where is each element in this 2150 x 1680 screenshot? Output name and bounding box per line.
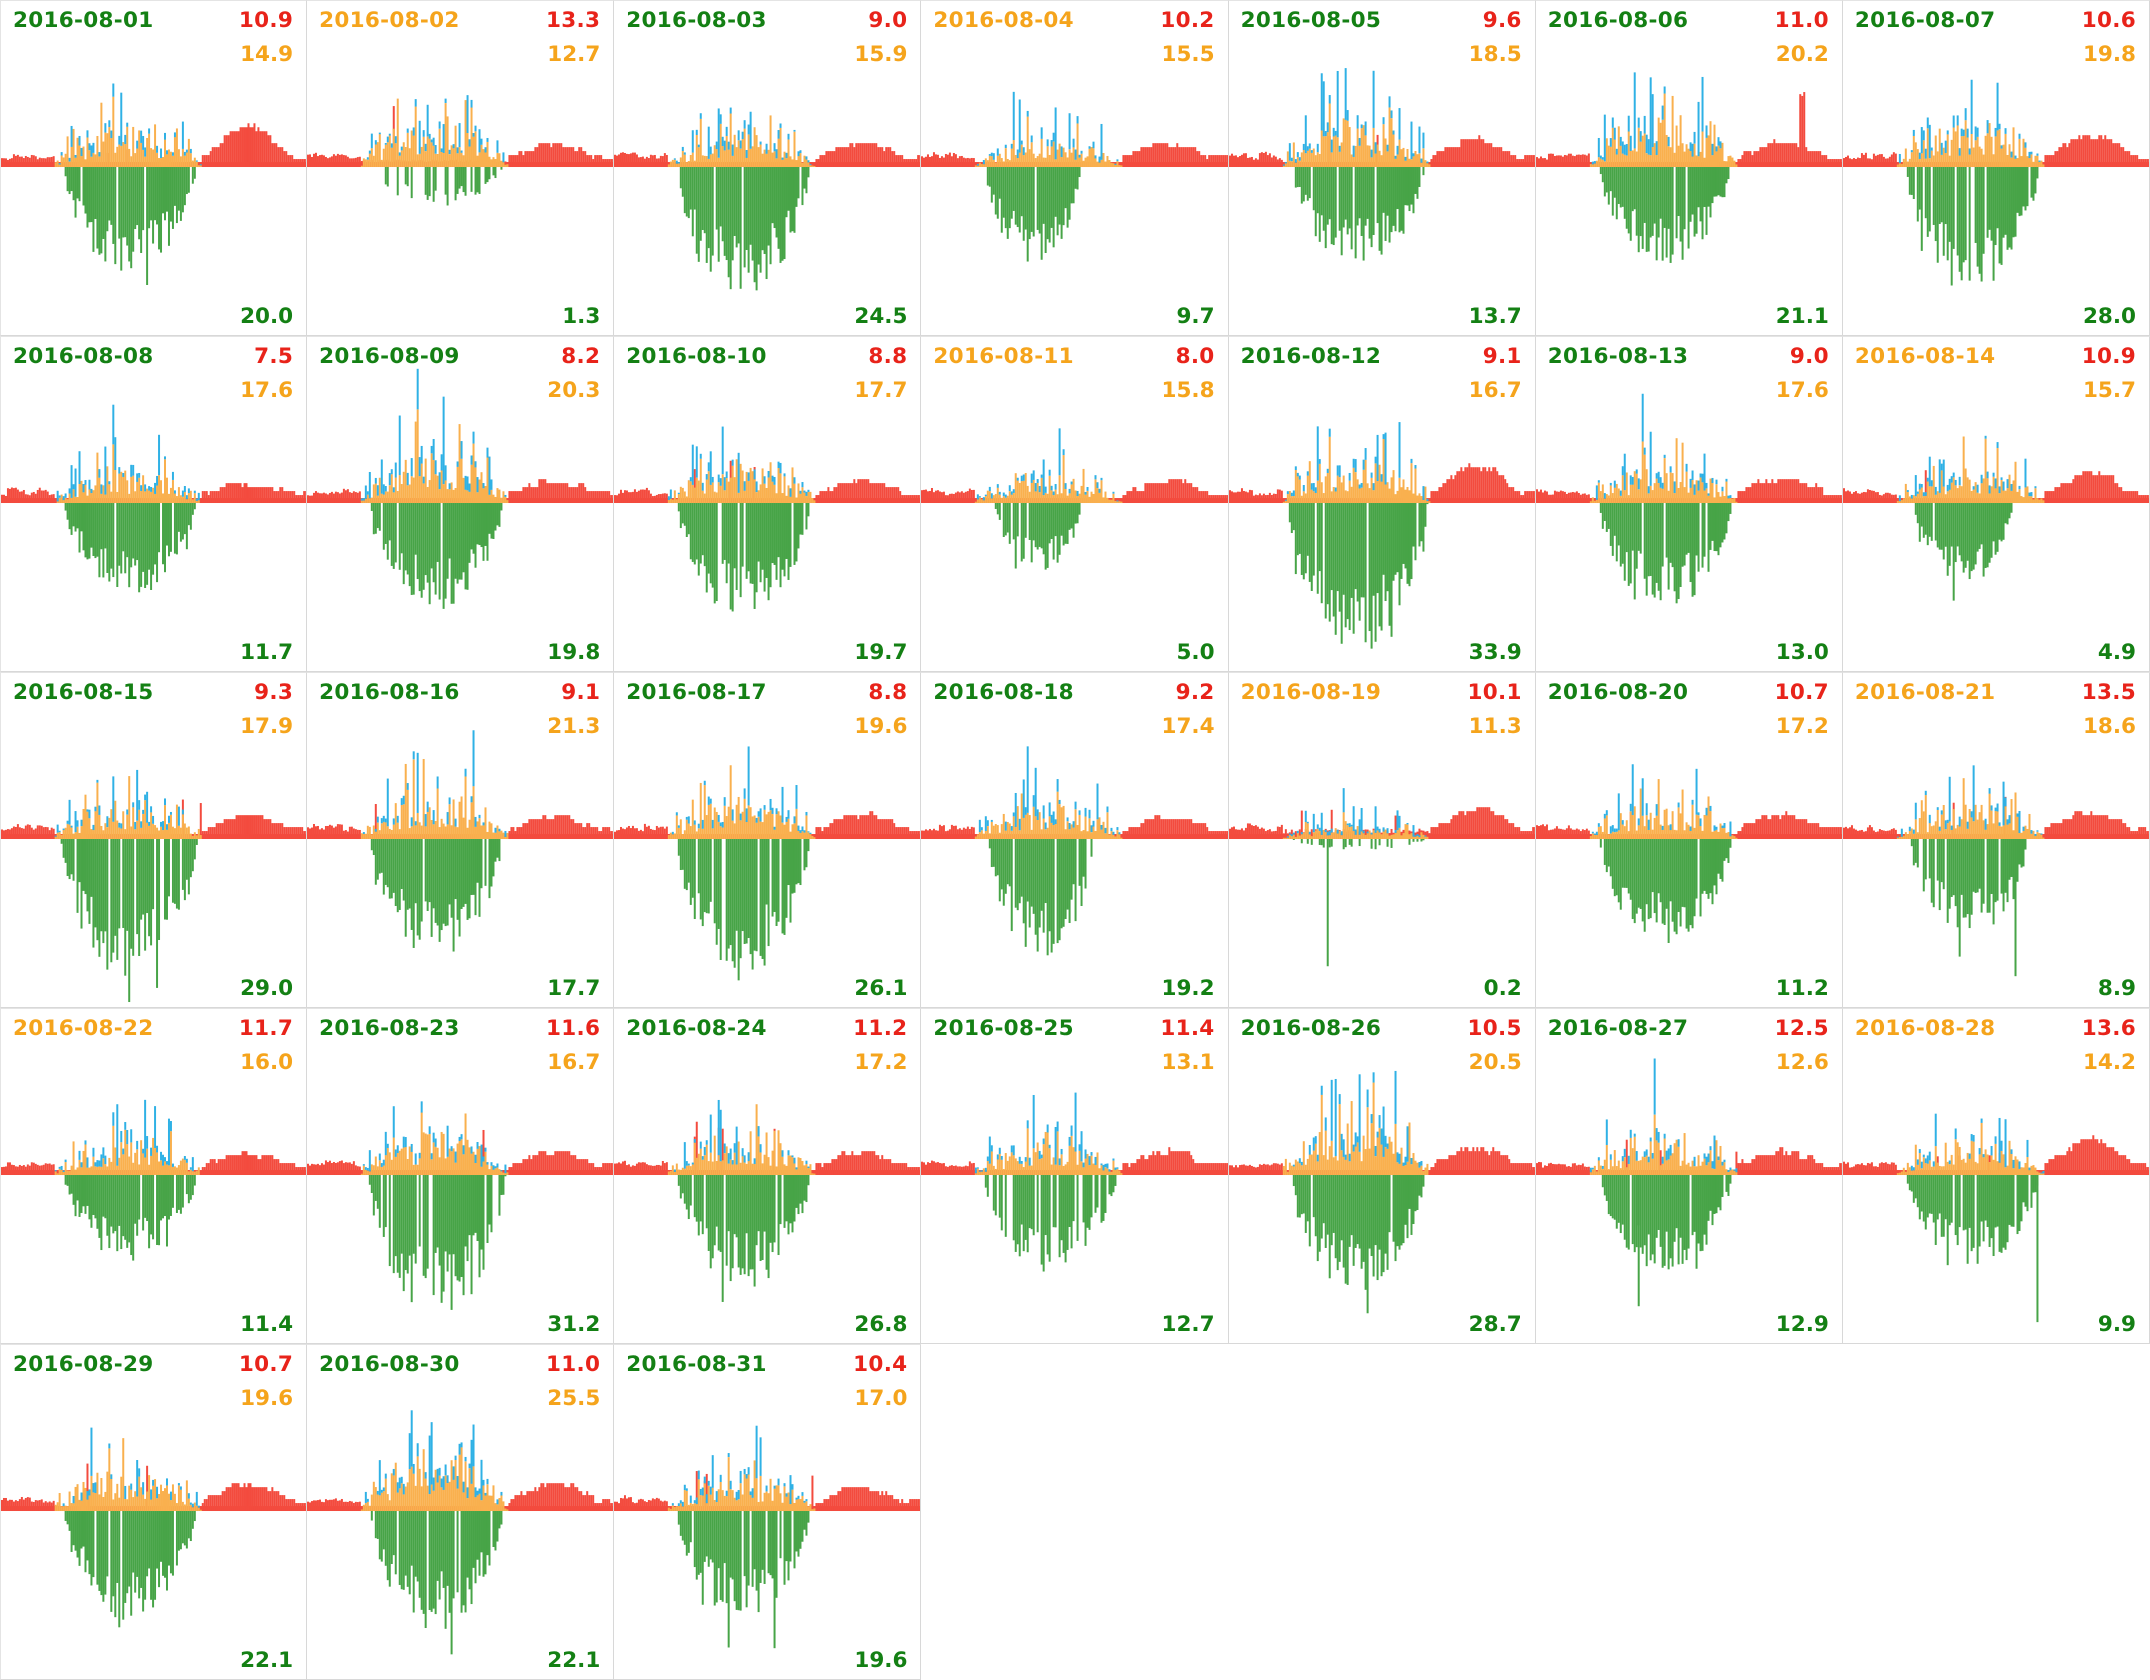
day-cell: 2016-08-01 10.9 14.9 20.0 — [0, 0, 308, 336]
day-intraday-chart — [1842, 79, 2149, 286]
day-cell: 2016-08-04 10.2 15.5 9.7 — [921, 0, 1229, 336]
day-cell: 2016-08-06 11.0 20.2 21.1 — [1535, 0, 1843, 336]
day-intraday-chart — [1228, 422, 1535, 649]
day-intraday-chart — [614, 1099, 921, 1302]
day-intraday-chart — [1228, 788, 1535, 967]
day-cell: 2016-08-05 9.6 18.5 13.7 — [1228, 0, 1536, 336]
day-cell: 2016-08-28 13.6 14.2 9.9 — [1842, 1008, 2150, 1344]
day-cell: 2016-08-13 9.0 17.6 13.0 — [1535, 336, 1843, 672]
day-cell: 2016-08-15 9.3 17.9 29.0 — [0, 672, 308, 1008]
day-cell: 2016-08-21 13.5 18.6 8.9 — [1842, 672, 2150, 1008]
day-cell: 2016-08-11 8.0 15.8 5.0 — [921, 336, 1229, 672]
day-intraday-chart — [614, 426, 921, 612]
day-cell: 2016-08-26 10.5 20.5 28.7 — [1228, 1008, 1536, 1344]
day-intraday-chart — [921, 428, 1228, 570]
day-cell: 2016-08-19 10.1 11.3 0.2 — [1228, 672, 1536, 1008]
day-cell: 2016-08-14 10.9 15.7 4.9 — [1842, 336, 2150, 672]
day-intraday-chart — [1535, 764, 1842, 943]
day-cell: 2016-08-03 9.0 15.9 24.5 — [614, 0, 922, 336]
day-intraday-chart — [921, 1092, 1228, 1272]
day-cell: 2016-08-31 10.4 17.0 19.6 — [614, 1344, 922, 1680]
day-intraday-chart — [1535, 72, 1842, 263]
day-cell: 2016-08-30 11.0 25.5 22.1 — [307, 1344, 615, 1680]
day-cell: 2016-08-16 9.1 21.3 17.7 — [307, 672, 615, 1008]
day-intraday-chart — [1, 1099, 307, 1261]
day-intraday-chart — [921, 91, 1228, 262]
day-intraday-chart — [614, 1425, 921, 1649]
day-intraday-chart — [921, 746, 1228, 956]
day-intraday-chart — [1842, 435, 2149, 601]
day-intraday-chart — [1535, 393, 1842, 604]
day-intraday-chart — [1, 1427, 307, 1628]
day-intraday-chart — [1842, 1113, 2149, 1323]
day-intraday-chart — [614, 107, 921, 291]
day-intraday-chart — [1, 769, 307, 1003]
day-cell: 2016-08-18 9.2 17.4 19.2 — [921, 672, 1229, 1008]
day-intraday-chart — [1535, 1058, 1842, 1307]
day-cell: 2016-08-23 11.6 16.7 31.2 — [307, 1008, 615, 1344]
day-intraday-chart — [614, 746, 921, 981]
day-cell: 2016-08-08 7.5 17.6 11.7 — [0, 336, 308, 672]
day-intraday-chart — [307, 95, 614, 206]
day-cell: 2016-08-02 13.3 12.7 1.3 — [307, 0, 615, 336]
day-cell: 2016-08-25 11.4 13.1 12.7 — [921, 1008, 1229, 1344]
day-intraday-chart — [307, 1101, 614, 1310]
day-cell: 2016-08-09 8.2 20.3 19.8 — [307, 336, 615, 672]
day-intraday-chart — [307, 1410, 614, 1655]
day-cell: 2016-08-20 10.7 17.2 11.2 — [1535, 672, 1843, 1008]
day-cell: 2016-08-22 11.7 16.0 11.4 — [0, 1008, 308, 1344]
day-intraday-chart — [1, 404, 307, 593]
day-intraday-chart — [1228, 1070, 1535, 1314]
day-cell: 2016-08-10 8.8 17.7 19.7 — [614, 336, 922, 672]
day-intraday-chart — [307, 730, 614, 952]
day-intraday-chart — [1, 83, 307, 285]
day-intraday-chart — [1228, 68, 1535, 261]
day-intraday-chart — [307, 368, 614, 609]
day-cell: 2016-08-07 10.6 19.8 28.0 — [1842, 0, 2150, 336]
day-cell: 2016-08-17 8.8 19.6 26.1 — [614, 672, 922, 1008]
day-cell: 2016-08-27 12.5 12.6 12.9 — [1535, 1008, 1843, 1344]
day-cell: 2016-08-29 10.7 19.6 22.1 — [0, 1344, 308, 1680]
day-intraday-chart — [1842, 765, 2149, 977]
day-cell: 2016-08-12 9.1 16.7 33.9 — [1228, 336, 1536, 672]
day-cell: 2016-08-24 11.2 17.2 26.8 — [614, 1008, 922, 1344]
